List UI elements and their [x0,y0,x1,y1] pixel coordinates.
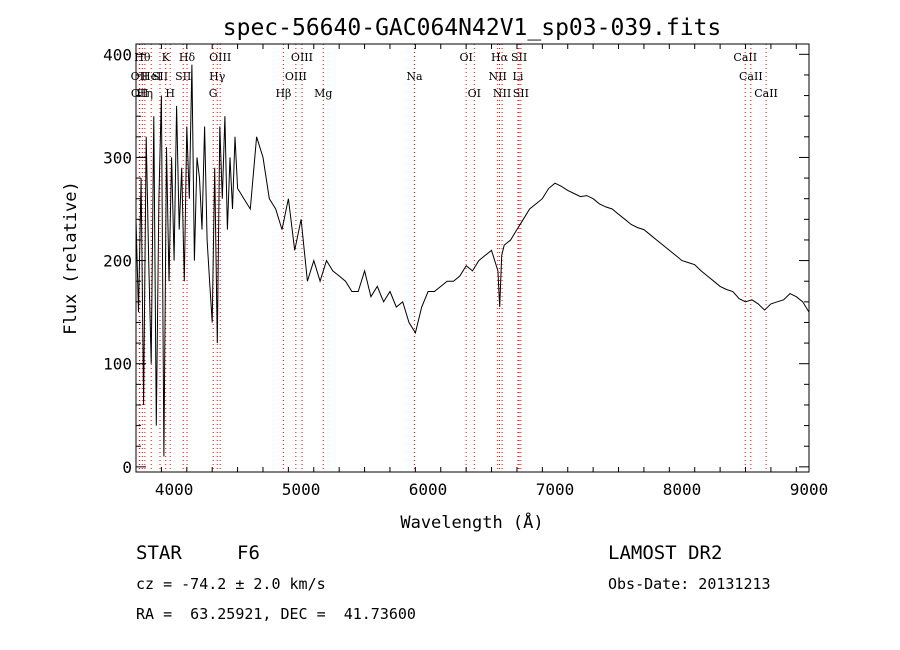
line-marker-label-4: HeI [141,70,161,83]
line-marker-label-12: OIII [209,51,231,64]
observation-date: Obs-Date: 20131213 [608,575,771,593]
x-axis-label: Wavelength (Å) [400,511,543,533]
x-tick-label: 9000 [790,480,829,499]
line-marker-label-26: CaII [733,51,757,64]
line-marker-label-11: Hγ [209,70,226,83]
spectrum-line [135,64,810,457]
line-marker-label-10: G [209,87,218,100]
line-marker-label-5: SII [152,70,168,83]
line-marker-label-2: Hθ [134,51,151,64]
line-marker-label-22: NII [493,87,511,100]
y-tick-label: 0 [122,458,132,477]
line-marker-label-25: SII [513,87,529,100]
coordinates: RA = 63.25921, DEC = 41.73600 [136,605,416,623]
x-tick-label: 7000 [536,480,575,499]
plot-frame [135,43,810,473]
line-marker-label-1: OII [131,87,149,100]
y-tick-label: 100 [103,355,132,374]
y-axis: 0 100 200 300 400 [103,45,809,477]
line-marker-label-21: Hα [491,51,509,64]
object-class: STAR [136,542,182,564]
line-markers: OIIOIIHθHηHeISIIKHHδSIIGHγOIIIHβOIIIOIII… [131,44,778,472]
line-marker-label-24: SII [511,51,527,64]
line-marker-label-15: OIII [291,51,313,64]
line-marker-label-6: K [162,51,171,64]
line-marker-label-3: Hη [137,87,153,100]
line-marker-label-27: CaII [739,70,763,83]
line-marker-label-18: OI [459,51,472,64]
x-axis: 4000 5000 6000 7000 8000 9000 [135,44,829,499]
line-marker-label-20: NII [488,70,506,83]
y-tick-label: 300 [103,148,132,167]
line-marker-label-28: CaII [754,87,778,100]
line-marker-label-19: OI [468,87,481,100]
y-tick-label: 200 [103,252,132,271]
y-tick-label: 400 [103,45,132,64]
y-axis-label: Flux (relative) [61,181,81,335]
x-tick-label: 8000 [663,480,702,499]
line-marker-label-17: Na [406,70,423,83]
line-marker-label-14: OIII [285,70,307,83]
line-marker-label-8: Hδ [179,51,196,64]
line-marker-label-9: SII [175,70,191,83]
x-tick-label: 6000 [409,480,448,499]
line-marker-label-23: Li [513,70,524,83]
line-marker-label-13: Hβ [275,87,291,100]
survey-name: LAMOST DR2 [608,542,723,564]
x-tick-label: 4000 [155,480,194,499]
line-marker-label-7: H [165,87,175,100]
line-marker-label-16: Mg [314,87,332,100]
x-tick-label: 5000 [282,480,321,499]
object-subclass: F6 [237,542,260,564]
chart-title: spec-56640-GAC064N42V1_sp03-039.fits [223,15,722,41]
redshift-velocity: cz = -74.2 ± 2.0 km/s [136,575,326,593]
